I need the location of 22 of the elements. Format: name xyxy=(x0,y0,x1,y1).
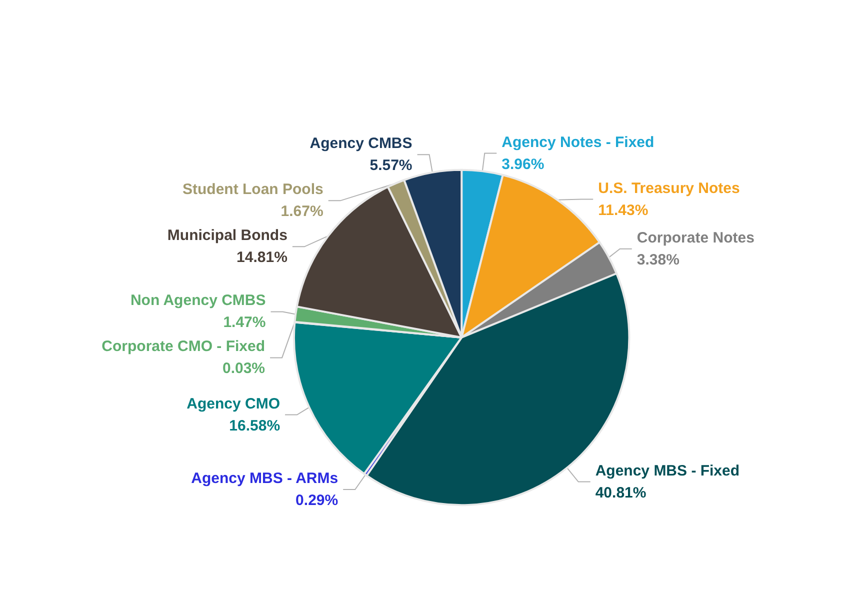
slice-label: U.S. Treasury Notes xyxy=(598,180,740,197)
data-label: 14.81% xyxy=(236,249,288,266)
data-label: 5.57% xyxy=(370,157,412,174)
data-label: 40.81% xyxy=(595,484,646,502)
data-label: 0.29% xyxy=(296,492,338,509)
slice-label: Non Agency CMBS xyxy=(130,292,266,310)
data-label: 3.38% xyxy=(636,251,680,268)
slice-label: Agency MBS - Fixed xyxy=(595,462,740,480)
data-label: 3.96% xyxy=(502,156,544,173)
slice-label: Student Loan Pools xyxy=(182,181,324,198)
slice-label: Corporate CMO - Fixed xyxy=(102,338,266,356)
slice-label: Agency CMO xyxy=(186,395,280,412)
slice-label: Municipal Bonds xyxy=(167,227,288,244)
data-label: 11.43% xyxy=(598,202,648,219)
data-label: 1.47% xyxy=(223,314,266,332)
data-label: 16.58% xyxy=(229,417,280,434)
slice-label: Agency MBS - ARMs xyxy=(191,470,338,487)
data-label: 1.67% xyxy=(280,203,324,220)
slice-label: Corporate Notes xyxy=(636,229,754,246)
slice-label: Agency CMBS xyxy=(310,135,412,152)
data-label: 0.03% xyxy=(222,360,266,378)
slice-label: Agency Notes - Fixed xyxy=(502,134,654,151)
